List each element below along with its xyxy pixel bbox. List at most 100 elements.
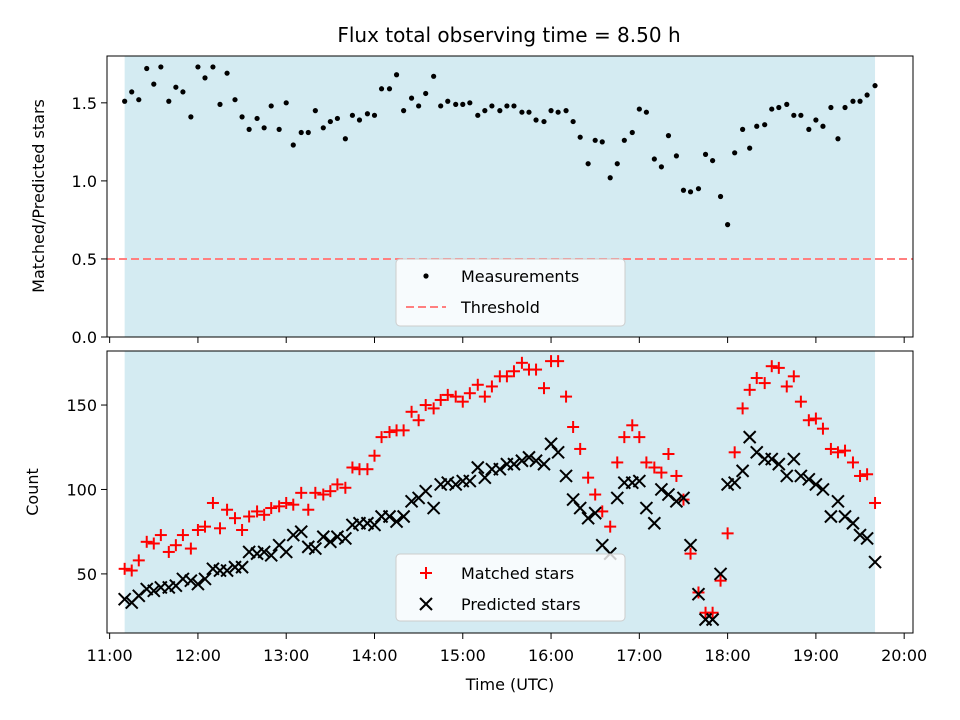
- legend-predicted-marker: [419, 597, 433, 611]
- measurement-point: [401, 108, 407, 114]
- measurement-point: [356, 117, 363, 123]
- matched-star-point: [176, 529, 189, 542]
- measurement-point: [643, 109, 649, 115]
- predicted-star-point: [846, 516, 860, 530]
- bottom-legend: Matched stars Predicted stars: [395, 553, 626, 622]
- measurement-point: [342, 136, 348, 142]
- measurement-point: [173, 84, 179, 90]
- measurement-point: [732, 150, 738, 156]
- matched-star-point: [589, 488, 602, 501]
- predicted-star-point: [860, 531, 874, 546]
- matched-star-point: [626, 419, 639, 432]
- measurement-point: [166, 98, 172, 104]
- measurement-point: [416, 103, 422, 109]
- matched-star-point: [412, 414, 425, 427]
- predicted-star-point: [780, 469, 794, 483]
- matched-star-point: [324, 485, 337, 498]
- measurement-point: [239, 114, 245, 120]
- measurement-point: [658, 164, 665, 170]
- matched-star-point: [560, 390, 573, 403]
- predicted-star-point: [831, 494, 845, 508]
- measurement-point: [710, 157, 716, 164]
- legend-measurements-marker: [423, 273, 429, 279]
- matched-star-point: [427, 402, 440, 415]
- measurement-point: [210, 64, 216, 70]
- measurement-point: [519, 109, 525, 115]
- predicted-star-point: [308, 541, 323, 556]
- matched-star-point: [191, 523, 204, 536]
- measurement-point: [151, 81, 157, 87]
- measurement-point: [857, 98, 863, 104]
- measurement-point: [489, 103, 495, 109]
- bottom-legend-box: [395, 553, 626, 622]
- measurement-point: [136, 97, 142, 103]
- matched-star-point: [368, 449, 381, 462]
- predicted-star-point: [471, 460, 485, 475]
- predicted-star-point: [264, 548, 278, 563]
- measurement-point: [776, 104, 782, 111]
- matched-star-point: [471, 378, 484, 391]
- measurement-point: [599, 139, 605, 145]
- measurement-point: [747, 145, 753, 151]
- measurement-point: [386, 86, 393, 92]
- matched-star-point: [824, 442, 837, 455]
- predicted-star-point: [279, 545, 293, 559]
- matched-star-point: [618, 431, 631, 444]
- x-tick-label: 13:00: [263, 646, 309, 665]
- matched-star-point: [169, 539, 182, 552]
- predicted-star-point: [647, 516, 662, 530]
- top-y-label: Matched/Predicted stars: [29, 99, 48, 293]
- predicted-star-point: [868, 555, 882, 569]
- measurement-point: [195, 64, 201, 70]
- x-tick-label: 16:00: [528, 646, 574, 665]
- measurement-point: [570, 118, 576, 125]
- top-axes-frame: [106, 55, 914, 338]
- measurement-point: [769, 106, 775, 112]
- measurement-point: [665, 133, 672, 139]
- matched-star-point: [449, 390, 462, 403]
- predicted-star-point: [683, 538, 698, 552]
- matched-star-point: [229, 512, 242, 525]
- predicted-star-point: [610, 491, 624, 505]
- measurement-point: [393, 72, 400, 78]
- measurement-point: [202, 75, 208, 81]
- measurement-point: [695, 186, 702, 192]
- matched-star-point: [383, 426, 396, 439]
- predicted-star-point: [286, 528, 300, 542]
- measurement-point: [820, 123, 826, 129]
- predicted-star-point: [294, 524, 308, 539]
- measurement-point: [371, 112, 378, 118]
- measurement-point: [526, 109, 532, 115]
- predicted-star-point: [824, 509, 838, 524]
- bottom-y-axis: 50 100 150: [66, 396, 107, 584]
- matched-star-point: [463, 387, 476, 400]
- matched-star-point: [780, 380, 793, 393]
- matched-star-point: [706, 606, 719, 619]
- measurement-point: [762, 122, 768, 128]
- matched-star-point: [684, 547, 697, 560]
- matched-star-point: [419, 399, 432, 412]
- matched-star-point: [765, 360, 778, 373]
- matched-star-point: [537, 382, 550, 395]
- bottom-y-label: Count: [23, 468, 42, 516]
- measurement-point: [798, 112, 804, 118]
- matched-star-point: [456, 395, 469, 408]
- y-tick-label: 100: [66, 480, 97, 499]
- matched-star-point: [787, 370, 800, 383]
- matched-star-point: [743, 383, 756, 396]
- predicted-star-point: [382, 509, 397, 524]
- matched-star-point: [846, 456, 859, 469]
- measurement-point: [290, 142, 296, 148]
- measurement-point: [246, 126, 252, 132]
- matched-star-point: [265, 502, 278, 515]
- matched-star-point: [500, 370, 513, 383]
- measurement-point: [754, 123, 760, 129]
- matched-star-point: [582, 471, 595, 484]
- matched-star-point: [633, 431, 646, 444]
- top-legend: Measurements Threshold: [395, 258, 626, 327]
- matched-star-point: [236, 523, 249, 536]
- top-panel: 0.0 0.5 1.0 1.5 Matched/Predicted stars Mea…: [29, 55, 914, 347]
- matched-star-point: [361, 463, 374, 476]
- x-tick-label: 17:00: [616, 646, 662, 665]
- legend-predicted-label: Predicted stars: [461, 595, 581, 614]
